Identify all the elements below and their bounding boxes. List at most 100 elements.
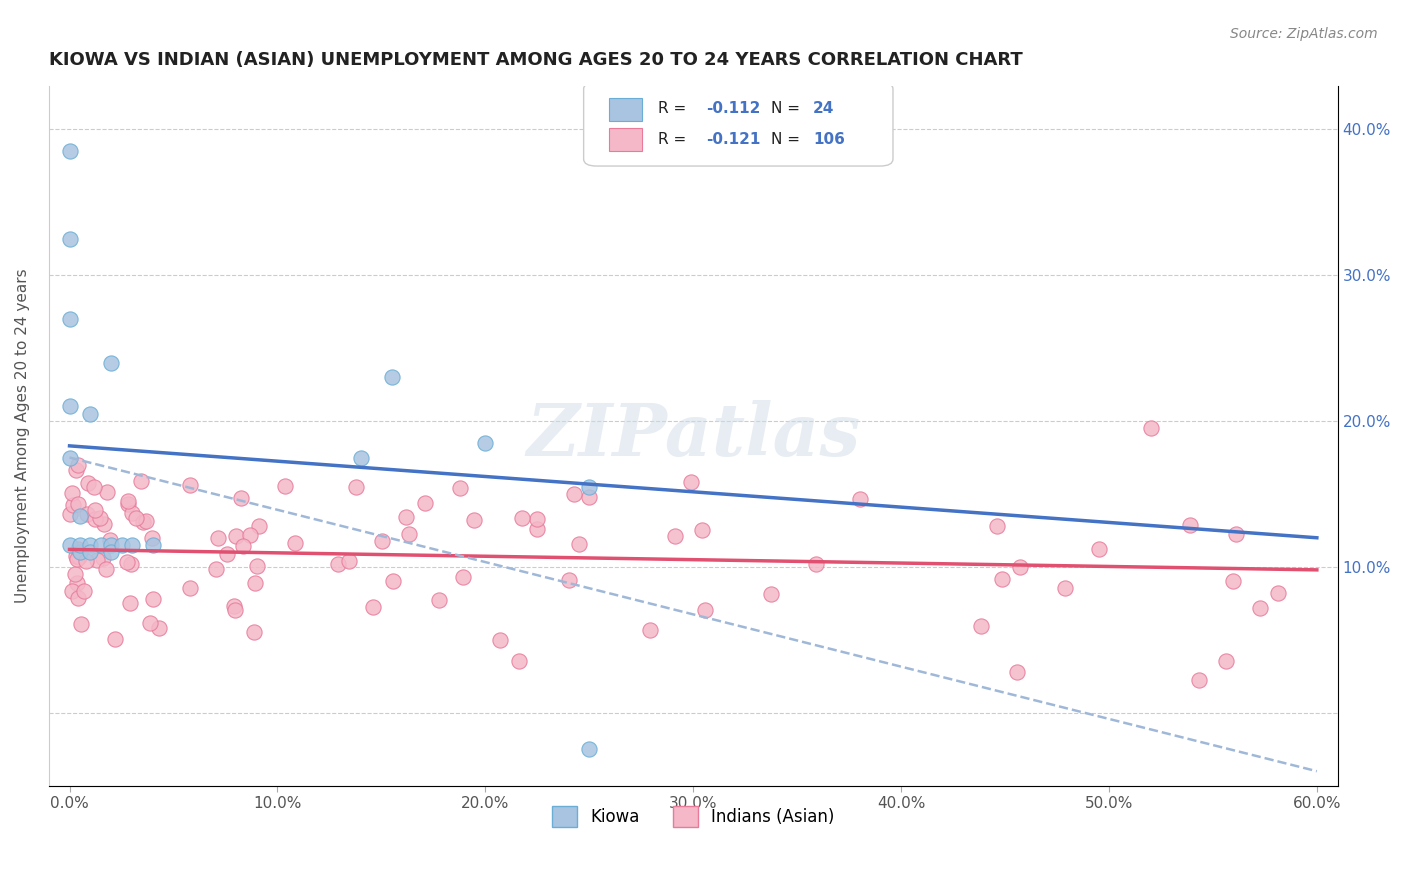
- Legend: Kiowa, Indians (Asian): Kiowa, Indians (Asian): [546, 800, 841, 833]
- Point: [326, 557, 349, 571]
- Point: [60, 486, 83, 500]
- Point: [1008, 560, 1031, 574]
- Point: [120, 557, 142, 571]
- Point: [67, 543, 90, 558]
- Text: R =: R =: [658, 132, 692, 147]
- Point: [1215, 655, 1237, 669]
- Point: [986, 519, 1008, 533]
- Point: [129, 474, 152, 488]
- Point: [79, 407, 101, 421]
- Text: 24: 24: [813, 101, 834, 116]
- Point: [578, 490, 600, 504]
- Point: [100, 545, 122, 559]
- Point: [510, 511, 533, 525]
- Point: [69, 545, 91, 559]
- Point: [83, 480, 105, 494]
- Point: [229, 491, 252, 505]
- Point: [578, 742, 600, 756]
- Point: [115, 555, 138, 569]
- Point: [179, 477, 201, 491]
- Point: [72, 583, 94, 598]
- Text: 106: 106: [813, 132, 845, 147]
- Point: [141, 531, 163, 545]
- Point: [474, 436, 496, 450]
- Point: [110, 538, 132, 552]
- Point: [991, 572, 1014, 586]
- Point: [142, 591, 165, 606]
- Point: [508, 654, 530, 668]
- Point: [65, 549, 87, 564]
- Point: [67, 497, 90, 511]
- Point: [247, 518, 270, 533]
- Point: [60, 584, 83, 599]
- Point: [76, 507, 98, 521]
- Point: [66, 458, 89, 473]
- Point: [679, 475, 702, 490]
- Point: [117, 494, 139, 508]
- Point: [142, 538, 165, 552]
- Point: [125, 511, 148, 525]
- Point: [759, 587, 782, 601]
- Point: [94, 562, 117, 576]
- Point: [121, 538, 143, 552]
- Point: [558, 574, 581, 588]
- Point: [382, 574, 405, 589]
- Point: [67, 549, 90, 564]
- Point: [75, 554, 97, 568]
- Point: [427, 593, 450, 607]
- Point: [84, 502, 107, 516]
- Point: [1188, 673, 1211, 688]
- Point: [215, 547, 238, 561]
- Point: [395, 510, 418, 524]
- Point: [121, 506, 143, 520]
- Point: [96, 484, 118, 499]
- Point: [66, 591, 89, 606]
- Point: [370, 533, 392, 548]
- Point: [526, 523, 548, 537]
- Point: [232, 539, 254, 553]
- Point: [132, 515, 155, 529]
- Point: [77, 476, 100, 491]
- Point: [65, 463, 87, 477]
- Point: [66, 552, 89, 566]
- Point: [970, 618, 993, 632]
- Point: [63, 566, 86, 581]
- Point: [284, 535, 307, 549]
- Text: KIOWA VS INDIAN (ASIAN) UNEMPLOYMENT AMONG AGES 20 TO 24 YEARS CORRELATION CHART: KIOWA VS INDIAN (ASIAN) UNEMPLOYMENT AMO…: [49, 51, 1022, 69]
- Point: [224, 603, 246, 617]
- Point: [398, 526, 420, 541]
- Point: [59, 507, 82, 521]
- Point: [239, 528, 262, 542]
- Point: [225, 529, 247, 543]
- Point: [58, 538, 80, 552]
- Point: [66, 576, 89, 591]
- Point: [93, 550, 115, 565]
- Point: [100, 538, 122, 552]
- Point: [1053, 581, 1076, 595]
- Point: [693, 602, 716, 616]
- Point: [246, 559, 269, 574]
- Text: Source: ZipAtlas.com: Source: ZipAtlas.com: [1230, 27, 1378, 41]
- FancyBboxPatch shape: [609, 98, 641, 120]
- Point: [381, 370, 404, 384]
- Point: [58, 144, 80, 158]
- Point: [1267, 585, 1289, 599]
- Point: [562, 487, 585, 501]
- Point: [349, 450, 371, 465]
- Point: [58, 312, 80, 326]
- Point: [1222, 574, 1244, 588]
- Point: [451, 570, 474, 584]
- Point: [449, 481, 471, 495]
- Point: [337, 554, 360, 568]
- Point: [849, 492, 872, 507]
- Point: [243, 625, 266, 640]
- Point: [58, 400, 80, 414]
- Point: [58, 232, 80, 246]
- Point: [70, 616, 93, 631]
- Point: [93, 517, 115, 532]
- Point: [638, 624, 661, 638]
- Point: [1088, 541, 1111, 556]
- Point: [117, 497, 139, 511]
- Point: [89, 511, 111, 525]
- Point: [804, 557, 827, 571]
